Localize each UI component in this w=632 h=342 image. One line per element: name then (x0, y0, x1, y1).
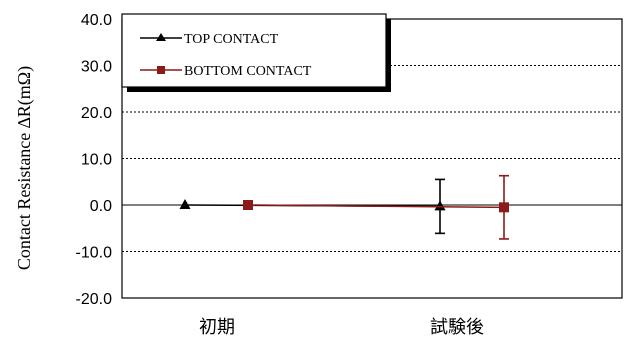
x-category-label: 初期 (199, 317, 235, 338)
series-line (247, 204, 505, 209)
y-tick-label: 20.0 (81, 105, 112, 122)
x-category-labels: 初期 試験後 (199, 317, 484, 338)
legend-marker-square (157, 66, 165, 74)
y-tick-label: -20.0 (76, 291, 113, 308)
series-bottom-contact (243, 174, 509, 240)
legend: TOP CONTACT BOTTOM CONTACT (121, 13, 391, 92)
series-layer (179, 174, 509, 240)
x-category-label: 試験後 (430, 317, 484, 338)
legend-marker-triangle (156, 33, 166, 41)
data-point-triangle (179, 199, 191, 209)
legend-label: BOTTOM CONTACT (184, 64, 312, 79)
grid-lines (122, 65, 622, 252)
y-axis-label: Contact Resistance ∆R(mΩ) (14, 66, 35, 270)
y-tick-label: -10.0 (76, 245, 113, 262)
legend-box (121, 13, 387, 88)
y-tick-labels: 40.0 30.0 20.0 10.0 0.0 -10.0 -20.0 (76, 12, 113, 308)
y-tick-label: 30.0 (81, 59, 112, 76)
data-point-square (243, 200, 253, 210)
y-tick-label: 40.0 (81, 12, 112, 29)
data-point-triangle (434, 200, 446, 211)
legend-label: TOP CONTACT (184, 32, 279, 47)
data-point-square (499, 202, 509, 213)
y-tick-label: 10.0 (81, 152, 112, 169)
y-tick-label: 0.0 (90, 198, 112, 215)
